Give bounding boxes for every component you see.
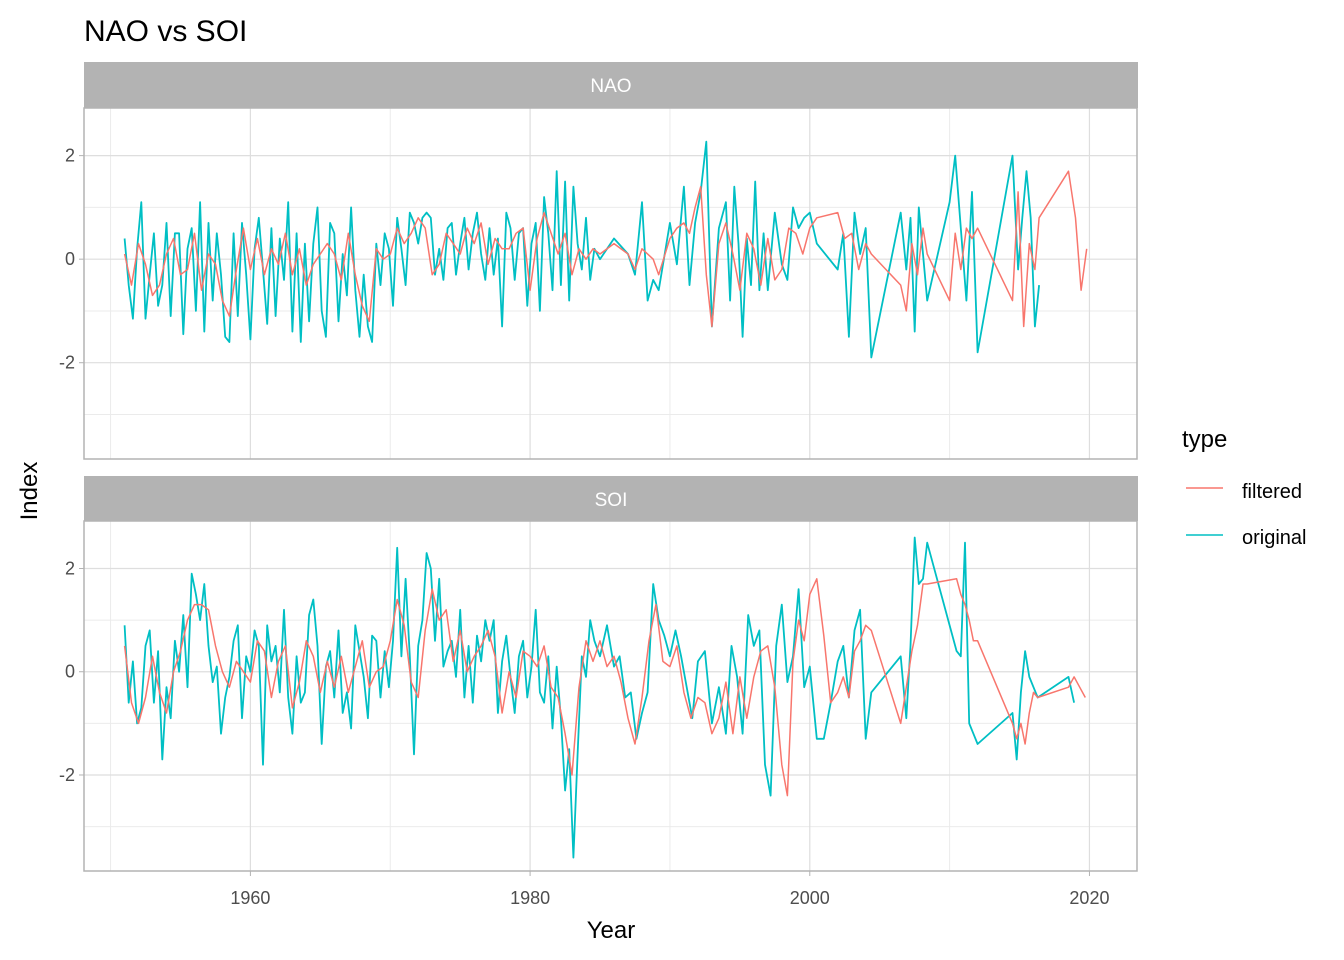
y-tick-label: -2 xyxy=(59,353,75,373)
x-tick-label: 1980 xyxy=(510,888,550,908)
panel-border-soi xyxy=(83,520,1138,872)
x-axis-ticks: 1960 1980 2000 2020 xyxy=(230,871,1109,908)
series-line-original-nao xyxy=(123,140,1040,359)
facet-strip-soi xyxy=(84,476,1138,521)
y-tick-label: 0 xyxy=(65,662,75,682)
series-line-filtered-soi xyxy=(123,578,1086,797)
x-tick-label: 1960 xyxy=(230,888,270,908)
facet-strip-nao xyxy=(84,62,1138,108)
y-tick-label: 2 xyxy=(65,558,75,578)
legend-label-filtered: filtered xyxy=(1242,481,1302,503)
series-line-original-soi xyxy=(123,536,1075,859)
y-axis-title: Index xyxy=(16,462,43,521)
legend-title: type xyxy=(1182,426,1227,453)
x-tick-label: 2000 xyxy=(790,888,830,908)
facet-panel-nao: NAO -2 0 2 xyxy=(59,62,1138,460)
series-line-filtered-nao xyxy=(123,170,1088,328)
chart-title: NAO vs SOI xyxy=(84,15,247,48)
legend-label-original: original xyxy=(1242,527,1306,549)
y-ticks-nao: -2 0 2 xyxy=(59,146,84,373)
series-soi xyxy=(123,536,1086,859)
x-axis-title: Year xyxy=(587,917,636,944)
legend: type filtered original xyxy=(1182,426,1306,549)
facet-strip-label-nao: NAO xyxy=(590,76,631,97)
y-ticks-soi: -2 0 2 xyxy=(59,558,84,785)
x-tick-label: 2020 xyxy=(1069,888,1109,908)
panel-border-nao xyxy=(83,107,1138,460)
grid-soi xyxy=(84,521,1137,871)
y-tick-label: 0 xyxy=(65,249,75,269)
y-tick-label: -2 xyxy=(59,765,75,785)
grid-nao xyxy=(84,108,1137,459)
series-nao xyxy=(123,140,1088,359)
facet-panel-soi: SOI -2 0 2 xyxy=(59,476,1138,872)
facet-strip-label-soi: SOI xyxy=(595,490,628,511)
y-tick-label: 2 xyxy=(65,146,75,166)
